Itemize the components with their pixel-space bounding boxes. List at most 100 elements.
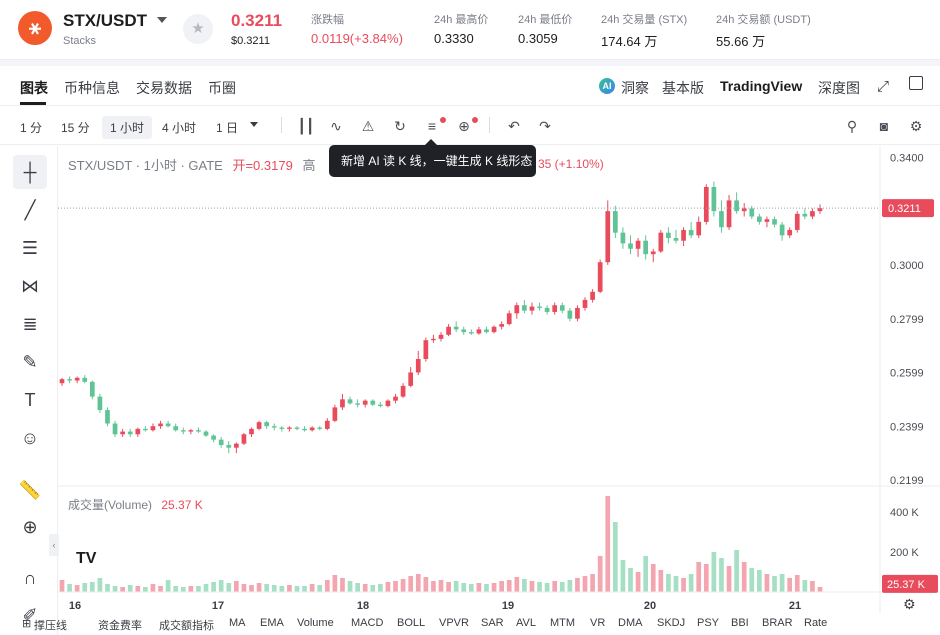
- volume-tick-label: 200 K: [890, 547, 919, 559]
- tab-trade-data[interactable]: 交易数据: [136, 80, 192, 96]
- volume-bar: [271, 585, 277, 592]
- indicator-bbi[interactable]: BBI: [731, 617, 749, 629]
- indicator-dma[interactable]: DMA: [618, 617, 643, 629]
- favorite-star-icon[interactable]: ★: [183, 14, 213, 44]
- chart-settings-icon[interactable]: ⚙: [903, 596, 916, 612]
- crosshair-icon[interactable]: ┼: [13, 155, 47, 189]
- timeframe-4h[interactable]: 4 小时: [162, 121, 197, 135]
- pair-title[interactable]: STX/USDT: [63, 11, 148, 30]
- candle-body: [340, 399, 345, 408]
- indicator-rate[interactable]: Rate: [804, 617, 828, 629]
- timeframe-15m[interactable]: 15 分: [61, 121, 90, 135]
- candle-body: [537, 306, 542, 308]
- volume-bar: [461, 583, 467, 592]
- expand-icon[interactable]: ⤢: [877, 78, 890, 95]
- header-gap: [0, 60, 940, 66]
- trend-line-icon[interactable]: ╱: [24, 200, 36, 220]
- timeframe-more-icon[interactable]: [250, 122, 258, 127]
- candle-type-icon[interactable]: ┃┃: [297, 118, 315, 134]
- tab-coin-info[interactable]: 币种信息: [64, 80, 120, 96]
- emoji-icon[interactable]: ☺: [20, 428, 40, 448]
- volume-bar: [582, 576, 588, 592]
- indicator-pin-icon[interactable]: ⊞: [22, 618, 32, 630]
- volume-bar: [415, 574, 421, 592]
- redo-icon[interactable]: ↷: [539, 118, 551, 134]
- tab-tradingview[interactable]: TradingView: [720, 78, 803, 94]
- add-icon[interactable]: ⊕: [458, 118, 470, 134]
- volume-bar: [135, 586, 141, 592]
- timeframe-1h[interactable]: 1 小时: [102, 116, 153, 139]
- lock-drawing-icon[interactable]: ✐: [22, 605, 38, 625]
- magnet-icon[interactable]: ∩: [23, 568, 37, 588]
- tab-chart[interactable]: 图表: [20, 80, 48, 96]
- ai-kline-icon[interactable]: ≡: [427, 118, 437, 134]
- indicator-ema[interactable]: EMA: [260, 617, 284, 629]
- indicator-mtm[interactable]: MTM: [550, 617, 576, 629]
- volume-bar: [188, 586, 194, 592]
- indicator-psy[interactable]: PSY: [697, 617, 720, 629]
- tab-insight[interactable]: 洞察: [621, 80, 649, 96]
- volume-bar: [764, 574, 770, 592]
- volume-bar: [127, 585, 133, 592]
- indicator-funding[interactable]: 资金费率: [98, 620, 142, 632]
- timeframe-1d[interactable]: 1 日: [216, 121, 239, 135]
- ruler-icon[interactable]: 📏: [18, 480, 42, 500]
- indicator-volume[interactable]: Volume: [297, 617, 334, 629]
- window-icon[interactable]: [909, 76, 923, 90]
- tab-basic[interactable]: 基本版: [662, 80, 704, 96]
- pattern-icon[interactable]: ⋈: [21, 276, 39, 296]
- indicator-vpvr[interactable]: VPVR: [439, 617, 469, 629]
- candle-body: [173, 426, 179, 431]
- replay-icon[interactable]: ↻: [394, 118, 406, 134]
- indicator-support[interactable]: 撑压线: [34, 620, 67, 632]
- candle-body: [150, 426, 156, 431]
- volume-bar: [332, 575, 338, 592]
- candle-body: [506, 313, 512, 325]
- undo-icon[interactable]: ↶: [508, 118, 520, 134]
- candle-body: [514, 305, 520, 314]
- zoom-icon[interactable]: ⊕: [22, 517, 38, 537]
- candle-body: [559, 305, 565, 311]
- horizontal-lines-icon[interactable]: ☰: [21, 238, 39, 258]
- timeframe-1m[interactable]: 1 分: [20, 121, 43, 135]
- indicator-macd[interactable]: MACD: [351, 617, 384, 629]
- volume-bar: [734, 550, 739, 592]
- volume-bar: [772, 576, 777, 592]
- indicator-boll[interactable]: BOLL: [397, 617, 426, 629]
- candlestick-chart[interactable]: 0.3400 0.3000 0.2799 0.2599 0.2399 0.2199 0.32…: [58, 146, 940, 613]
- candle-body: [188, 430, 194, 432]
- volume-bar: [226, 583, 232, 592]
- indicator-avl[interactable]: AVL: [516, 617, 536, 629]
- candle-body: [67, 379, 72, 381]
- x-tick-label: 21: [789, 600, 801, 612]
- indicator-sar[interactable]: SAR: [481, 617, 504, 629]
- camera-icon[interactable]: ◙: [879, 118, 889, 134]
- collapse-toolbar-icon[interactable]: ‹: [49, 534, 59, 556]
- volume-bar: [324, 580, 330, 592]
- search-icon[interactable]: ⚲: [846, 118, 858, 134]
- legend-change: 35 (+1.10%): [538, 157, 604, 171]
- tab-depth[interactable]: 深度图: [818, 80, 860, 96]
- candle-body: [438, 334, 444, 339]
- candle-body: [120, 431, 125, 435]
- ai-kline-tooltip: 新增 AI 读 K 线，一键生成 K 线形态: [329, 139, 536, 177]
- alert-icon[interactable]: ⚠: [361, 118, 375, 134]
- candle-body: [741, 208, 747, 212]
- indicators-icon[interactable]: ∿: [330, 118, 342, 134]
- indicator-turnover[interactable]: 成交额指标: [159, 620, 214, 632]
- volume-bar: [559, 582, 565, 592]
- tab-community[interactable]: 币圈: [208, 80, 236, 96]
- fib-icon[interactable]: ≣: [22, 314, 38, 334]
- indicator-skdj[interactable]: SKDJ: [657, 617, 686, 629]
- chevron-down-icon[interactable]: [157, 17, 167, 23]
- volume-bar: [673, 576, 679, 592]
- volume-bar: [499, 581, 504, 592]
- volume-bar: [233, 581, 239, 592]
- indicator-vr[interactable]: VR: [590, 617, 606, 629]
- gear-icon[interactable]: ⚙: [909, 118, 923, 134]
- volume-bar: [302, 586, 307, 592]
- brush-icon[interactable]: ✎: [22, 352, 38, 372]
- indicator-ma[interactable]: MA: [229, 617, 246, 629]
- text-icon[interactable]: T: [24, 390, 36, 410]
- indicator-brar[interactable]: BRAR: [762, 617, 793, 629]
